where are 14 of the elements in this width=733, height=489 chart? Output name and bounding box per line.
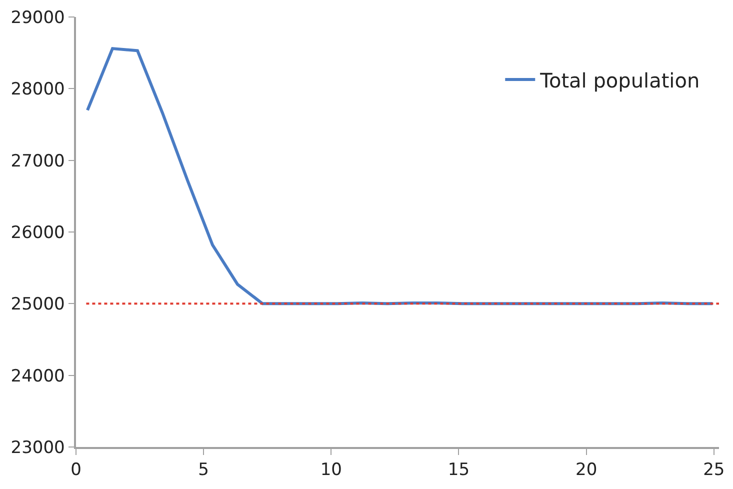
x-tick-label: 10 xyxy=(320,460,342,480)
y-tick-label: 29000 xyxy=(10,8,65,28)
x-tick-label: 15 xyxy=(448,460,470,480)
y-tick-label: 24000 xyxy=(10,366,65,386)
y-tick-label: 28000 xyxy=(10,80,65,100)
x-tick-label: 25 xyxy=(703,460,725,480)
y-tick-label: 26000 xyxy=(10,222,65,243)
y-tick-label: 25000 xyxy=(10,294,65,315)
legend-label: Total population xyxy=(539,68,700,92)
x-tick-label: 5 xyxy=(198,460,209,480)
x-tick-label: 20 xyxy=(576,460,598,480)
y-tick-label: 23000 xyxy=(10,438,65,458)
y-tick-label: 27000 xyxy=(10,151,65,172)
x-tick-label: 0 xyxy=(70,460,82,480)
